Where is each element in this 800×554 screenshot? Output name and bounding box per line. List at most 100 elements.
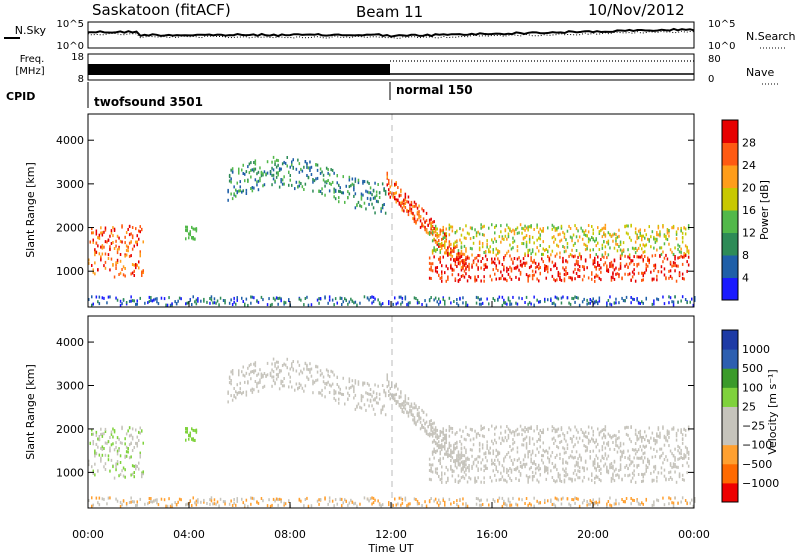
- velocity-cell: [507, 427, 510, 431]
- power-cell: [306, 165, 308, 169]
- power-cell: [107, 257, 110, 260]
- velocity-cell: [388, 501, 390, 505]
- power-cell: [503, 298, 505, 302]
- velocity-cell: [383, 389, 385, 393]
- velocity-cell: [554, 428, 557, 432]
- velocity-cell: [478, 455, 481, 459]
- power-cell: [544, 248, 546, 252]
- power-cell: [477, 275, 479, 279]
- velocity-cell: [118, 474, 120, 478]
- power-cell: [133, 299, 136, 303]
- velocity-cell: [416, 502, 419, 506]
- power-cell: [572, 255, 575, 259]
- power-cell: [386, 175, 389, 179]
- velocity-cell: [457, 453, 460, 457]
- power-cell: [359, 301, 361, 305]
- velocity-cell: [445, 433, 448, 437]
- velocity-cell: [419, 427, 422, 431]
- power-cell: [641, 238, 643, 242]
- velocity-cell: [572, 456, 575, 460]
- velocity-cell: [168, 497, 170, 501]
- power-cell: [116, 234, 119, 238]
- power-cell: [466, 231, 469, 235]
- velocity-cell: [244, 380, 246, 384]
- power-cell: [434, 266, 437, 270]
- velocity-cell: [227, 390, 229, 394]
- velocity-cell: [441, 448, 443, 452]
- velocity-cell: [469, 477, 472, 481]
- velocity-cell: [450, 452, 452, 456]
- power-cell: [386, 183, 389, 187]
- power-cell: [501, 274, 504, 278]
- velocity-cell: [119, 454, 122, 458]
- power-cell: [141, 228, 143, 232]
- power-cell: [501, 295, 504, 299]
- power-cell: [554, 303, 557, 307]
- velocity-cell: [416, 499, 419, 503]
- power-cell: [356, 303, 358, 307]
- velocity-cell: [436, 471, 439, 475]
- velocity-cell: [669, 449, 672, 453]
- velocity-cell: [521, 428, 523, 432]
- velocity-cell: [122, 474, 125, 478]
- power-cell: [610, 278, 613, 282]
- velocity-cell: [465, 463, 467, 467]
- velocity-cell: [607, 454, 610, 458]
- velocity-cell: [434, 426, 437, 430]
- velocity-cell: [407, 414, 410, 418]
- velocity-cell: [410, 402, 413, 406]
- power-cell: [401, 296, 404, 300]
- velocity-cell: [547, 427, 549, 431]
- power-cell: [171, 302, 173, 306]
- power-cell: [194, 227, 196, 231]
- power-cell: [238, 169, 240, 173]
- velocity-cell: [339, 387, 342, 391]
- velocity-cell: [645, 497, 648, 501]
- velocity-colorbar-swatch-7: [722, 349, 738, 369]
- velocity-cell: [280, 379, 282, 383]
- power-cell: [559, 278, 561, 281]
- power-cell: [507, 296, 510, 300]
- power-cell: [556, 278, 558, 282]
- power-cell: [128, 254, 131, 258]
- power-cell: [630, 296, 632, 299]
- power-cell: [266, 171, 269, 175]
- power-cell: [359, 204, 361, 208]
- velocity-cell: [568, 477, 570, 481]
- velocity-cell: [421, 408, 423, 412]
- power-cell: [536, 225, 538, 229]
- velocity-cell: [562, 446, 564, 450]
- velocity-cell: [524, 437, 526, 441]
- velocity-cell: [574, 455, 576, 459]
- velocity-cell: [210, 499, 213, 503]
- power-cell: [244, 172, 246, 176]
- velocity-cell: [609, 503, 611, 507]
- velocity-cell: [459, 440, 461, 443]
- velocity-cell: [600, 472, 602, 475]
- velocity-cell: [401, 403, 404, 407]
- power-cell: [634, 279, 637, 283]
- power-cell: [113, 275, 116, 279]
- velocity-cell: [442, 430, 445, 434]
- velocity-cell: [634, 480, 637, 484]
- power-cell: [603, 226, 605, 230]
- power-cell: [648, 261, 651, 265]
- power-cell: [412, 204, 414, 208]
- power-cell: [681, 295, 684, 299]
- power-cell: [486, 242, 488, 246]
- velocity-cell: [238, 369, 240, 373]
- power-cell: [662, 260, 664, 264]
- power-cell: [434, 240, 437, 244]
- velocity-cell: [395, 392, 398, 396]
- power-cell: [486, 258, 488, 262]
- power-cell: [374, 195, 376, 199]
- velocity-cell: [133, 471, 136, 474]
- velocity-cell: [442, 445, 445, 449]
- velocity-cell: [509, 455, 511, 459]
- velocity-cell: [444, 441, 446, 445]
- power-cell: [121, 268, 123, 271]
- power-cell: [591, 271, 593, 275]
- power-cell: [659, 234, 661, 238]
- power-cell: [547, 250, 549, 254]
- x-tick-label-6: 00:00: [678, 528, 710, 541]
